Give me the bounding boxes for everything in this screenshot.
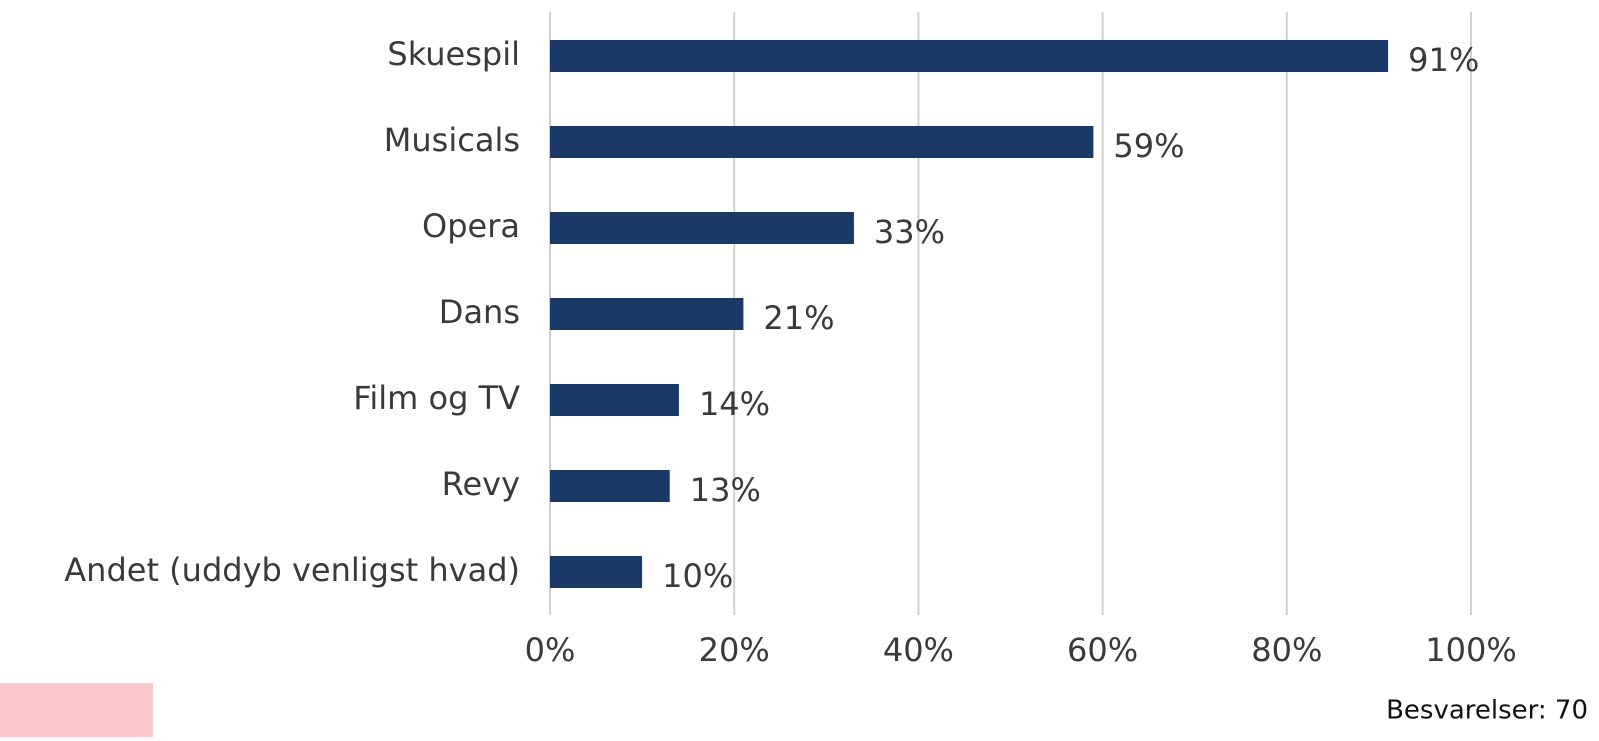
x-tick-label: 40%	[883, 631, 954, 669]
value-label: 33%	[874, 213, 945, 251]
y-tick-label: Andet (uddyb venligst hvad)	[64, 551, 520, 589]
x-tick-label: 100%	[1425, 631, 1516, 669]
bar	[550, 556, 643, 588]
bar	[550, 212, 854, 244]
y-tick-label: Revy	[442, 465, 520, 503]
bar	[550, 384, 679, 416]
x-tick-label: 60%	[1067, 631, 1138, 669]
y-tick-label: Musicals	[384, 121, 520, 159]
value-label: 13%	[690, 471, 761, 509]
annotation: Besvarelser: 70	[1386, 696, 1588, 726]
y-tick-label: Opera	[422, 207, 520, 245]
bar	[550, 40, 1389, 72]
y-tick-label: Film og TV	[353, 379, 520, 417]
x-tick-label: 80%	[1251, 631, 1322, 669]
value-label: 59%	[1113, 127, 1184, 165]
value-label: 10%	[662, 557, 733, 595]
x-tick-label: 20%	[699, 631, 770, 669]
value-label: 14%	[699, 385, 770, 423]
x-tick-label: 0%	[525, 631, 576, 669]
value-label: 21%	[763, 299, 834, 337]
y-tick-label: Skuespil	[387, 35, 520, 73]
bar	[550, 126, 1094, 158]
bar	[550, 470, 670, 502]
decor-block	[0, 683, 153, 737]
y-tick-label: Dans	[439, 293, 520, 331]
value-label: 91%	[1408, 41, 1479, 79]
bar	[550, 298, 744, 330]
